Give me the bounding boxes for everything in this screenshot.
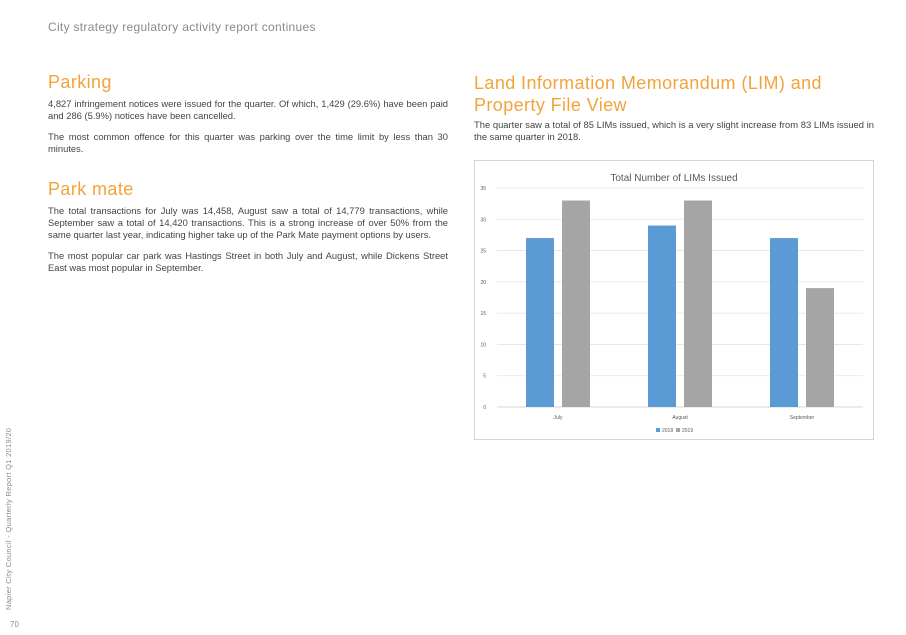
parkmate-paragraph-1: The total transactions for July was 14,4…	[48, 205, 448, 240]
x-tick-label: July	[554, 415, 563, 421]
y-tick-label: 20	[480, 280, 486, 286]
bar-2019-august	[684, 200, 712, 407]
right-column: Land Information Memorandum (LIM) and Pr…	[474, 72, 874, 152]
legend-swatch-2019	[676, 428, 680, 432]
left-column: Parking 4,827 infringement notices were …	[48, 72, 448, 298]
x-tick-label: September	[790, 415, 815, 421]
chart-title: Total Number of LIMs Issued	[610, 173, 737, 184]
lim-paragraph: The quarter saw a total of 85 LIMs issue…	[474, 119, 874, 142]
parking-paragraph-1: 4,827 infringement notices were issued f…	[48, 98, 448, 121]
legend-swatch-2018	[656, 428, 660, 432]
y-tick-label: 10	[480, 342, 486, 348]
y-tick-label: 35	[480, 186, 486, 192]
bar-2018-august	[648, 225, 676, 407]
bar-2019-july	[562, 200, 590, 407]
running-header: City strategy regulatory activity report…	[48, 20, 316, 34]
parking-heading: Parking	[48, 72, 112, 92]
legend-label-2018: 2018	[662, 428, 673, 434]
lim-chart-svg: Total Number of LIMs Issued 0 5 10 15 20 25 30 3…	[480, 173, 863, 434]
y-tick-label: 5	[483, 374, 486, 380]
bar-2018-september	[770, 238, 798, 407]
parkmate-heading: Park mate	[48, 179, 134, 199]
lim-chart: Total Number of LIMs Issued 0 5 10 15 20 25 30 3…	[474, 160, 874, 440]
y-tick-label: 30	[480, 217, 486, 223]
parkmate-paragraph-2: The most popular car park was Hastings S…	[48, 250, 448, 273]
y-tick-label: 0	[483, 405, 486, 411]
legend-label-2019: 2019	[682, 428, 693, 434]
y-tick-label: 25	[480, 249, 486, 255]
bar-2018-july	[526, 238, 554, 407]
parkmate-section: Park mate The total transactions for Jul…	[48, 179, 448, 274]
y-tick-label: 15	[480, 311, 486, 317]
x-tick-label: August	[672, 415, 688, 421]
parking-section: Parking 4,827 infringement notices were …	[48, 72, 448, 155]
bar-2019-september	[806, 288, 834, 407]
page-number: 70	[10, 620, 19, 629]
side-footer-text: Napier City Council - Quarterly Report Q…	[4, 427, 13, 610]
parking-paragraph-2: The most common offence for this quarter…	[48, 131, 448, 154]
lim-heading: Land Information Memorandum (LIM) and Pr…	[474, 73, 822, 115]
